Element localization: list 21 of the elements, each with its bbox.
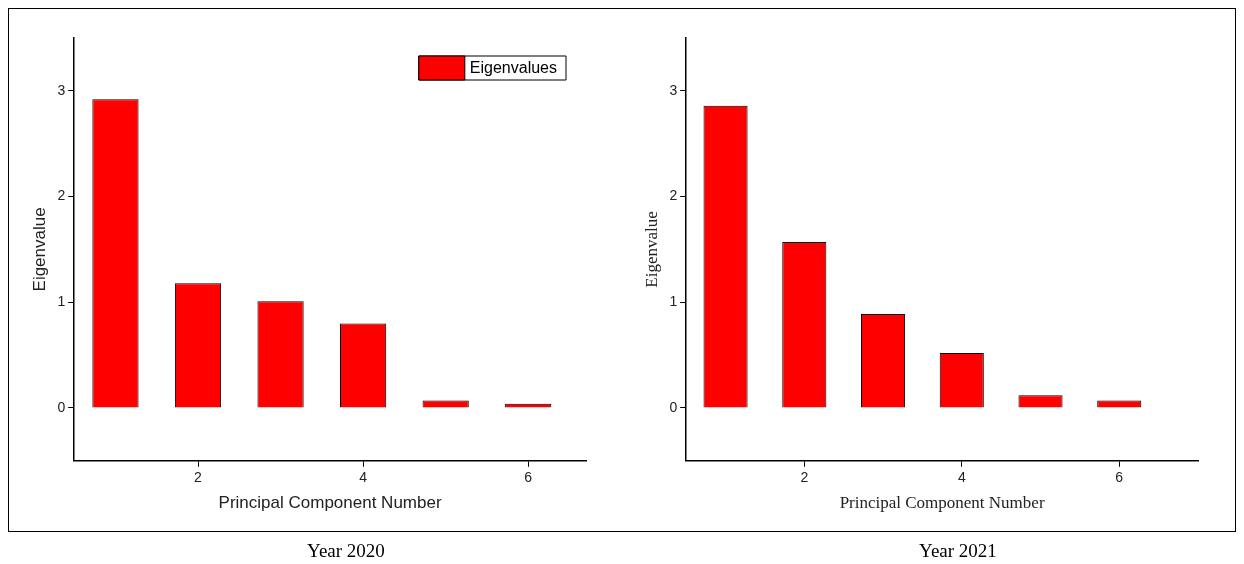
y-tick-label: 3 bbox=[57, 81, 66, 98]
y-axis-title: Eigenvalue bbox=[641, 211, 661, 288]
y-tick-label: 0 bbox=[669, 398, 678, 415]
x-tick-label: 2 bbox=[800, 469, 809, 486]
x-axis-title: Principal Component Number bbox=[218, 493, 442, 513]
y-axis-title: Eigenvalue bbox=[29, 207, 49, 292]
y-tick-label: 3 bbox=[669, 81, 678, 98]
y-tick-label: 1 bbox=[57, 293, 66, 310]
x-tick-label: 2 bbox=[194, 469, 203, 486]
legend-label: Eigenvalues bbox=[469, 59, 557, 77]
text: Year 2021 bbox=[918, 540, 998, 562]
x-tick-label: 4 bbox=[957, 469, 966, 486]
text: Year 2020 bbox=[306, 540, 386, 562]
y-tick-label: 1 bbox=[669, 293, 678, 310]
x-tick-label: 4 bbox=[359, 469, 368, 486]
y-tick-label: 2 bbox=[669, 187, 678, 204]
x-tick-label: 6 bbox=[1115, 469, 1124, 486]
x-axis-title: Principal Component Number bbox=[839, 493, 1045, 513]
y-tick-label: 0 bbox=[57, 398, 66, 415]
y-tick-label: 2 bbox=[57, 187, 66, 204]
x-tick-label: 6 bbox=[524, 469, 533, 486]
